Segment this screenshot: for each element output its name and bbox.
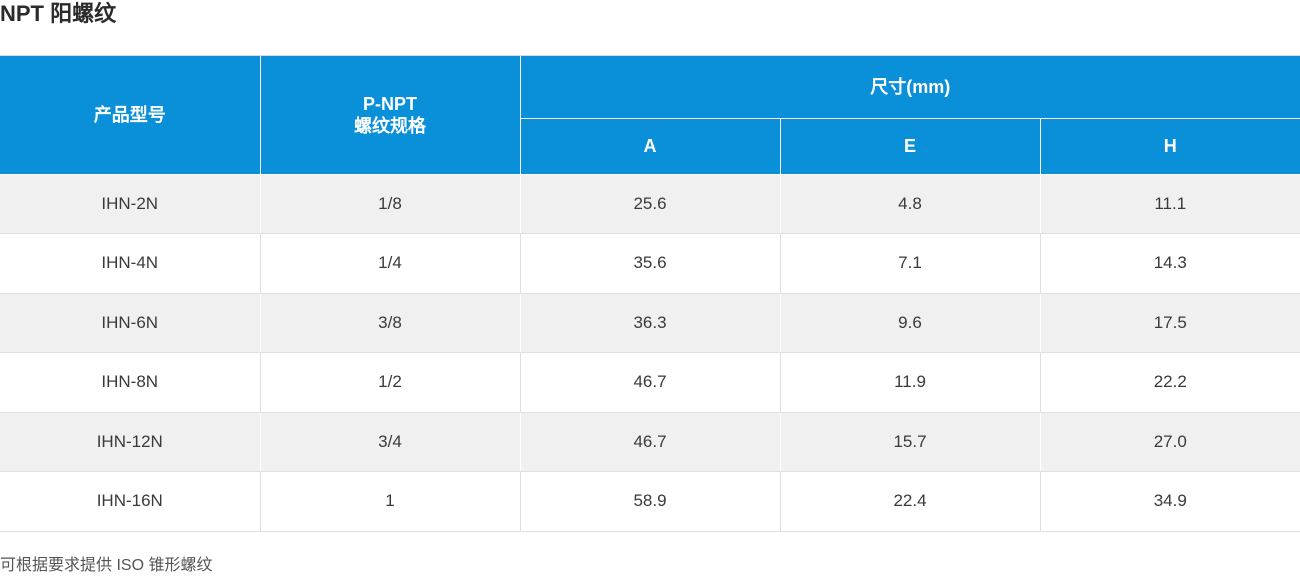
cell-model: IHN-2N: [0, 174, 261, 234]
cell-a: 25.6: [520, 174, 781, 234]
header-h: H: [1040, 118, 1300, 175]
cell-h: 11.1: [1040, 174, 1300, 234]
spec-table: 产品型号 P-NPT 螺纹规格 尺寸(mm) A E H IHN-2N 1/8 …: [0, 56, 1300, 532]
cell-e: 11.9: [780, 352, 1041, 413]
cell-e: 7.1: [780, 233, 1041, 294]
header-e: E: [780, 118, 1041, 175]
cell-model: IHN-16N: [0, 471, 261, 532]
cell-e: 15.7: [780, 412, 1041, 472]
header-model: 产品型号: [0, 56, 261, 175]
cell-h: 27.0: [1040, 412, 1300, 472]
cell-thread: 1/8: [260, 174, 521, 234]
table-row: IHN-4N 1/4 35.6 7.1 14.3: [0, 233, 1300, 294]
table-row: IHN-12N 3/4 46.7 15.7 27.0: [0, 412, 1300, 472]
table-header-row: 产品型号 P-NPT 螺纹规格 尺寸(mm): [0, 56, 1300, 175]
header-a: A: [520, 118, 781, 175]
table-row: IHN-2N 1/8 25.6 4.8 11.1: [0, 174, 1300, 234]
table-row: IHN-8N 1/2 46.7 11.9 22.2: [0, 352, 1300, 413]
cell-model: IHN-6N: [0, 293, 261, 353]
cell-thread: 1/4: [260, 233, 521, 294]
header-thread: P-NPT 螺纹规格: [260, 56, 521, 175]
cell-model: IHN-8N: [0, 352, 261, 413]
table-subheader-row: A E H: [0, 118, 1300, 175]
cell-a: 35.6: [520, 233, 781, 294]
header-thread-line2: 螺纹规格: [354, 115, 426, 136]
cell-a: 46.7: [520, 352, 781, 413]
page-title: NPT 阳螺纹: [0, 1, 117, 26]
cell-e: 4.8: [780, 174, 1041, 234]
cell-thread: 1: [260, 471, 521, 532]
cell-model: IHN-12N: [0, 412, 261, 472]
footnote: 可根据要求提供 ISO 锥形螺纹: [0, 557, 213, 574]
header-dimensions: 尺寸(mm): [520, 56, 1300, 119]
table-row: IHN-6N 3/8 36.3 9.6 17.5: [0, 293, 1300, 353]
cell-h: 14.3: [1040, 233, 1300, 294]
cell-thread: 3/4: [260, 412, 521, 472]
cell-a: 36.3: [520, 293, 781, 353]
cell-e: 9.6: [780, 293, 1041, 353]
title-divider: [0, 55, 1300, 56]
cell-h: 22.2: [1040, 352, 1300, 413]
header-thread-line1: P-NPT: [363, 93, 417, 114]
cell-thread: 3/8: [260, 293, 521, 353]
cell-h: 34.9: [1040, 471, 1300, 532]
table-row: IHN-16N 1 58.9 22.4 34.9: [0, 471, 1300, 532]
cell-h: 17.5: [1040, 293, 1300, 353]
cell-a: 46.7: [520, 412, 781, 472]
cell-e: 22.4: [780, 471, 1041, 532]
cell-thread: 1/2: [260, 352, 521, 413]
cell-model: IHN-4N: [0, 233, 261, 294]
cell-a: 58.9: [520, 471, 781, 532]
